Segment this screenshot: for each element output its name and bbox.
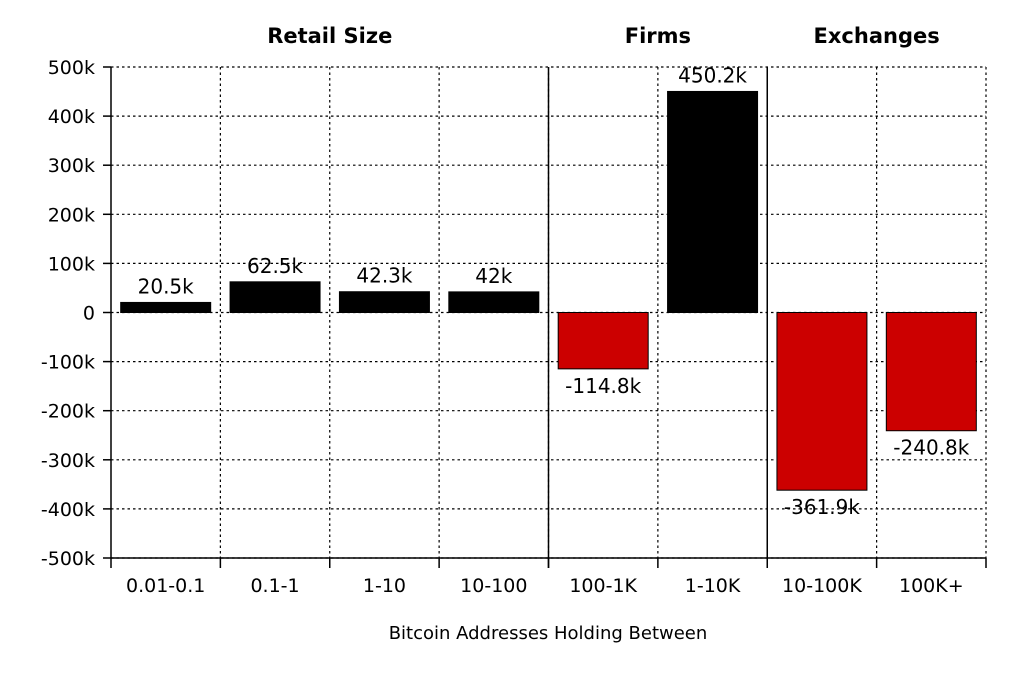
bar-100K+ <box>885 312 977 432</box>
data-label: 450.2k <box>678 63 747 87</box>
group-title: Firms <box>625 24 691 48</box>
bar-10-100 <box>448 291 540 313</box>
data-label: 20.5k <box>138 274 195 298</box>
y-tick-label: 300k <box>48 155 95 177</box>
x-tick-label: 1-10K <box>685 575 741 597</box>
group-dividers <box>547 67 768 568</box>
bar-1-10 <box>338 291 430 314</box>
y-tick-label: 100k <box>48 253 95 275</box>
data-label: 42k <box>475 264 512 288</box>
bar-0.1-1 <box>229 281 321 313</box>
axes <box>103 66 987 568</box>
y-tick-label: -300k <box>41 450 95 472</box>
y-tick-label: -500k <box>41 548 95 570</box>
data-label: -114.8k <box>565 374 641 398</box>
bar-1-10K <box>667 90 759 313</box>
x-tick-label: 10-100K <box>782 575 862 597</box>
data-label: -361.9k <box>784 495 860 519</box>
bar-0.01-0.1 <box>120 301 212 314</box>
y-tick-label: -100k <box>41 352 95 374</box>
x-tick-label: 1-10 <box>363 575 406 597</box>
y-tick-label: 200k <box>48 204 95 226</box>
y-tick-label: 0 <box>83 303 95 325</box>
x-axis-label: Bitcoin Addresses Holding Between <box>389 623 708 644</box>
bar-10-100K <box>776 312 868 491</box>
y-tick-label: 400k <box>48 106 95 128</box>
data-label: 62.5k <box>247 254 304 278</box>
y-tick-label: 500k <box>48 57 95 79</box>
y-tick-label: -400k <box>41 499 95 521</box>
group-title: Retail Size <box>267 24 392 48</box>
x-tick-label: 100K+ <box>899 575 964 597</box>
x-tick-label: 0.1-1 <box>250 575 299 597</box>
data-label: -240.8k <box>893 436 969 460</box>
data-label: 42.3k <box>356 264 413 288</box>
y-tick-label: -200k <box>41 401 95 423</box>
x-tick-label: 10-100 <box>460 575 527 597</box>
x-tick-label: 0.01-0.1 <box>126 575 205 597</box>
group-title: Exchanges <box>814 24 940 48</box>
x-tick-label: 100-1K <box>569 575 637 597</box>
bar-100-1K <box>557 312 649 370</box>
labels: 20.5k 62.5k 42.3k 42k -114.8k 450.2k -361.9k -2… <box>41 24 970 597</box>
bars <box>120 90 977 491</box>
